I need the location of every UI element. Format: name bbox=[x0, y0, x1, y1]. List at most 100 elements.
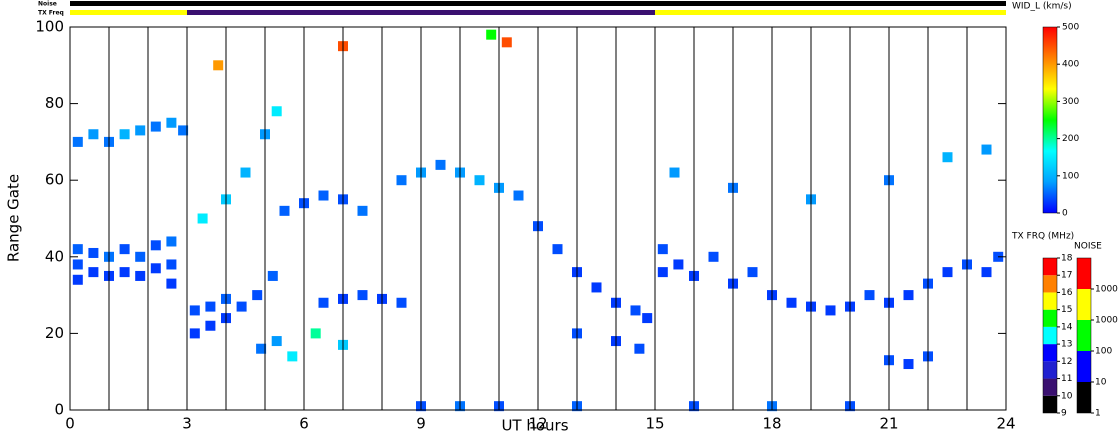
tx-colorbar-band bbox=[1043, 326, 1057, 345]
noise-colorbar-band bbox=[1077, 351, 1091, 382]
x-tick-label: 15 bbox=[645, 415, 664, 433]
echo-cell bbox=[825, 305, 836, 316]
echo-cell bbox=[486, 29, 497, 40]
noise-colorbar-label: 10 bbox=[1095, 378, 1107, 388]
echo-cell bbox=[903, 359, 914, 370]
width-colorbar-label: 400 bbox=[1062, 60, 1079, 70]
tx-colorbar-label: 16 bbox=[1061, 288, 1073, 298]
echo-cell bbox=[271, 336, 282, 347]
echo-cell bbox=[501, 37, 512, 48]
x-tick-label: 9 bbox=[416, 415, 426, 433]
tx-colorbar-band bbox=[1043, 344, 1057, 362]
echo-cell bbox=[150, 240, 161, 251]
width-colorbar-title: WID_L (km/s) bbox=[1012, 2, 1072, 12]
echo-cell bbox=[189, 305, 200, 316]
echo-cell bbox=[205, 320, 216, 331]
echo-cell bbox=[942, 152, 953, 163]
x-tick-label: 24 bbox=[996, 415, 1015, 433]
echo-cell bbox=[189, 328, 200, 339]
tx-colorbar-band bbox=[1043, 378, 1057, 396]
echo-cell bbox=[981, 267, 992, 278]
noise-colorbar-band bbox=[1077, 320, 1091, 351]
tx-colorbar-label: 10 bbox=[1061, 391, 1073, 401]
x-tick-label: 6 bbox=[299, 415, 309, 433]
tx-colorbar-label: 17 bbox=[1061, 271, 1072, 281]
echo-cell bbox=[205, 301, 216, 312]
noise-colorbar-band bbox=[1077, 258, 1091, 289]
txfreq-segment bbox=[187, 10, 655, 15]
echo-cell bbox=[279, 205, 290, 216]
noise-bar-label: Noise bbox=[38, 1, 57, 8]
echo-cell bbox=[135, 270, 146, 281]
echo-cell bbox=[166, 236, 177, 247]
width-colorbar-label: 200 bbox=[1062, 134, 1079, 144]
echo-cell bbox=[942, 267, 953, 278]
echo-cell bbox=[166, 278, 177, 289]
noise-colorbar-title: NOISE bbox=[1074, 242, 1102, 252]
echo-cell bbox=[708, 251, 719, 262]
echo-cell bbox=[72, 259, 83, 270]
x-axis-label: UT hours bbox=[501, 417, 568, 435]
x-tick-label: 3 bbox=[182, 415, 192, 433]
y-axis-label: Range Gate bbox=[5, 174, 23, 262]
echo-cell bbox=[310, 328, 321, 339]
echo-cell bbox=[396, 175, 407, 186]
echo-cell bbox=[864, 290, 875, 301]
echo-cell bbox=[252, 290, 263, 301]
echo-cell bbox=[119, 244, 130, 255]
echo-cell bbox=[435, 159, 446, 170]
tx-colorbar-band bbox=[1043, 395, 1057, 413]
y-tick-label: 40 bbox=[45, 247, 64, 265]
echo-cell bbox=[287, 351, 298, 362]
echo-cell bbox=[150, 263, 161, 274]
width-colorbar-label: 500 bbox=[1062, 23, 1079, 33]
echo-cell bbox=[552, 244, 563, 255]
y-tick-label: 100 bbox=[35, 18, 64, 36]
echo-cell bbox=[673, 259, 684, 270]
y-tick-label: 80 bbox=[45, 94, 64, 112]
tx-colorbar-band bbox=[1043, 309, 1057, 327]
noise-colorbar-label: 1000 bbox=[1095, 316, 1118, 326]
echo-cell bbox=[591, 282, 602, 293]
echo-cell bbox=[318, 297, 329, 308]
echo-cell bbox=[178, 125, 189, 136]
echo-cell bbox=[630, 305, 641, 316]
y-tick-label: 20 bbox=[45, 324, 64, 342]
echo-cell bbox=[271, 106, 282, 117]
echo-cell bbox=[357, 205, 368, 216]
echo-cell bbox=[88, 247, 99, 258]
noise-bar bbox=[70, 1, 1006, 6]
echo-cell bbox=[256, 343, 267, 354]
width-colorbar bbox=[1042, 26, 1058, 214]
echo-cell bbox=[396, 297, 407, 308]
echo-cell bbox=[72, 274, 83, 285]
echo-cell bbox=[166, 259, 177, 270]
x-tick-label: 21 bbox=[879, 415, 898, 433]
echo-cell bbox=[474, 175, 485, 186]
echo-cell bbox=[981, 144, 992, 155]
x-tick-label: 12 bbox=[528, 415, 547, 433]
echo-cell bbox=[267, 270, 278, 281]
tx-colorbar-band bbox=[1043, 292, 1057, 310]
noise-colorbar-frame bbox=[1076, 257, 1092, 414]
noise-colorbar-label: 100 bbox=[1095, 347, 1112, 357]
echo-cell bbox=[88, 129, 99, 140]
echo-cell bbox=[166, 117, 177, 128]
width-colorbar-label: 300 bbox=[1062, 97, 1079, 107]
tx-colorbar-frame bbox=[1042, 257, 1058, 414]
echo-cell bbox=[213, 60, 224, 71]
tx-colorbar-band bbox=[1043, 258, 1057, 276]
tx-colorbar-title: TX FRQ (MHz) bbox=[1011, 232, 1074, 242]
tx-colorbar-band bbox=[1043, 361, 1057, 379]
echo-cell bbox=[642, 313, 653, 324]
tx-colorbar-label: 13 bbox=[1061, 340, 1072, 350]
echo-cell bbox=[135, 251, 146, 262]
width-colorbar-label: 0 bbox=[1062, 209, 1068, 219]
echo-cell bbox=[236, 301, 247, 312]
echo-cell bbox=[357, 290, 368, 301]
tx-colorbar-label: 14 bbox=[1061, 322, 1073, 332]
echo-cell bbox=[903, 290, 914, 301]
echo-cell bbox=[634, 343, 645, 354]
txfreq-segment bbox=[70, 10, 187, 15]
